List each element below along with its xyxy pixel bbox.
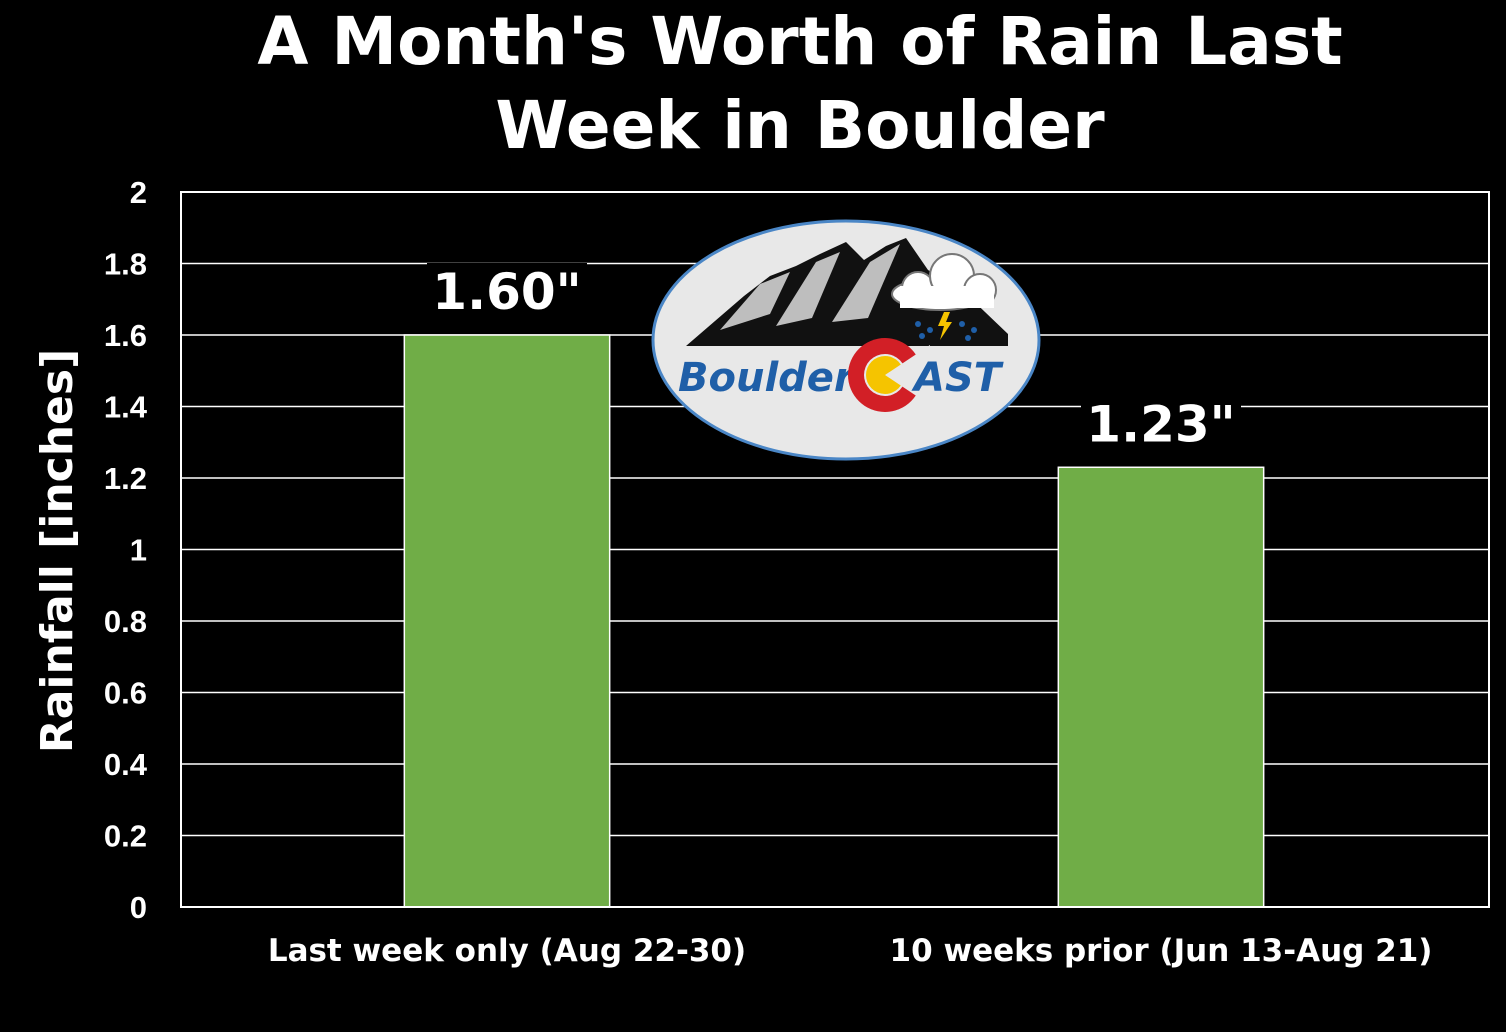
x-category-labels: Last week only (Aug 22-30) 10 weeks prior… [268, 933, 1433, 969]
y-tick-label: 1.4 [104, 390, 148, 425]
logo-text-boulder: Boulder [678, 355, 856, 401]
bouldercast-logo: Boulder AST [651, 219, 1041, 461]
data-label-background [1081, 395, 1241, 458]
y-tick-label: 0.4 [104, 747, 148, 782]
chart-title-line-2: Week in Boulder [495, 87, 1105, 164]
data-label-background [427, 263, 587, 325]
data-labels: 1.60" 1.23" [427, 263, 1241, 458]
y-tick-label: 0 [130, 890, 147, 925]
bars [403, 334, 1265, 908]
plot-frame [180, 191, 1490, 908]
data-label: 1.23" [1086, 395, 1235, 453]
y-tick-label: 0.2 [104, 819, 147, 854]
x-category-label: 10 weeks prior (Jun 13-Aug 21) [890, 933, 1433, 969]
x-category-label: Last week only (Aug 22-30) [268, 933, 746, 969]
y-tick-label: 2 [130, 175, 147, 210]
data-label: 1.60" [432, 263, 581, 321]
bar [403, 334, 611, 908]
y-tick-label: 0.6 [104, 676, 147, 711]
mountains-icon [686, 238, 1008, 346]
y-tick-label: 1 [130, 533, 147, 568]
storm-cloud-icon [891, 253, 997, 341]
bar [1057, 466, 1265, 908]
y-axis-label: Rainfall [inches] [32, 349, 83, 753]
chart-title-line-1: A Month's Worth of Rain Last [257, 3, 1342, 80]
y-tick-label: 1.8 [104, 247, 147, 282]
y-tick-label: 1.2 [104, 461, 147, 496]
y-tick-label: 1.6 [104, 318, 147, 353]
logo-text-ast: AST [911, 355, 1004, 401]
y-tick-label: 0.8 [104, 604, 147, 639]
y-tick-labels: 0 0.2 0.4 0.6 0.8 1 1.2 1.4 1.6 1.8 2 [104, 175, 148, 925]
